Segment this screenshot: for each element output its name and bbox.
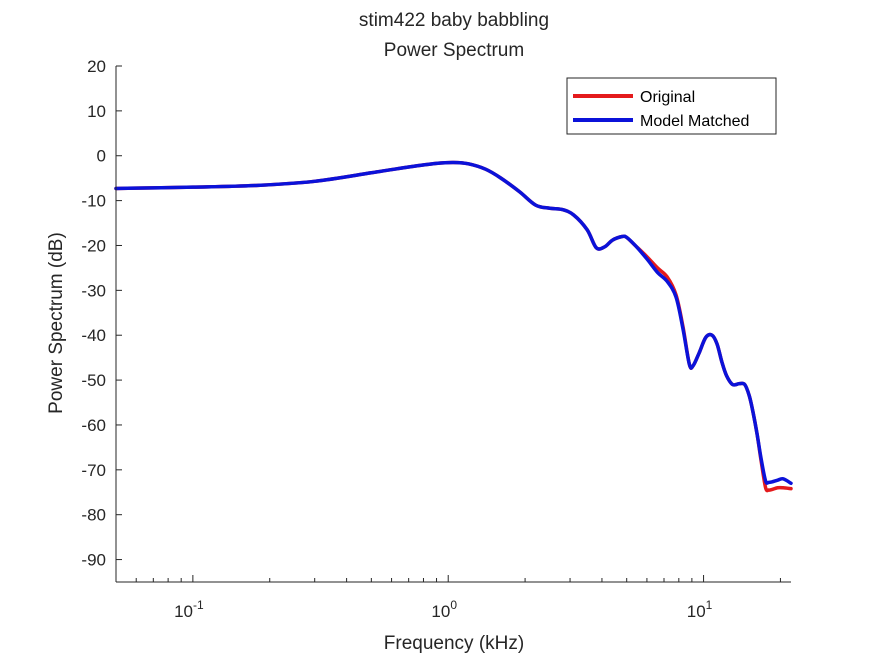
y-tick-label: -40 [81,326,106,345]
series-layer [114,160,793,493]
x-tick-label: 101 [687,598,713,621]
y-tick-label: 0 [97,147,106,166]
y-tick-label: -20 [81,236,106,255]
y-tick-label: -90 [81,551,106,570]
y-tick-label: -80 [81,506,106,525]
y-tick-label: -70 [81,461,106,480]
y-tick-label: -30 [81,281,106,300]
y-tick-label: 20 [87,57,106,76]
legend-label-original: Original [640,89,695,106]
y-tick-label: -60 [81,416,106,435]
chart-title: stim422 baby babbling [359,10,549,31]
y-tick-label: -50 [81,371,106,390]
legend: Original Model Matched [566,77,777,135]
chart-subtitle: Power Spectrum [384,40,524,61]
legend-label-model-matched: Model Matched [640,113,749,130]
y-axis-title: Power Spectrum (dB) [46,232,67,414]
legend-box [566,77,777,135]
x-tick-label: 100 [431,598,457,621]
series-line-model-matched [114,160,793,486]
x-tick-label: 10-1 [174,598,204,621]
y-tick-label: -10 [81,192,106,211]
x-axis-title: Frequency (kHz) [384,633,524,654]
y-tick-label: 10 [87,102,106,121]
